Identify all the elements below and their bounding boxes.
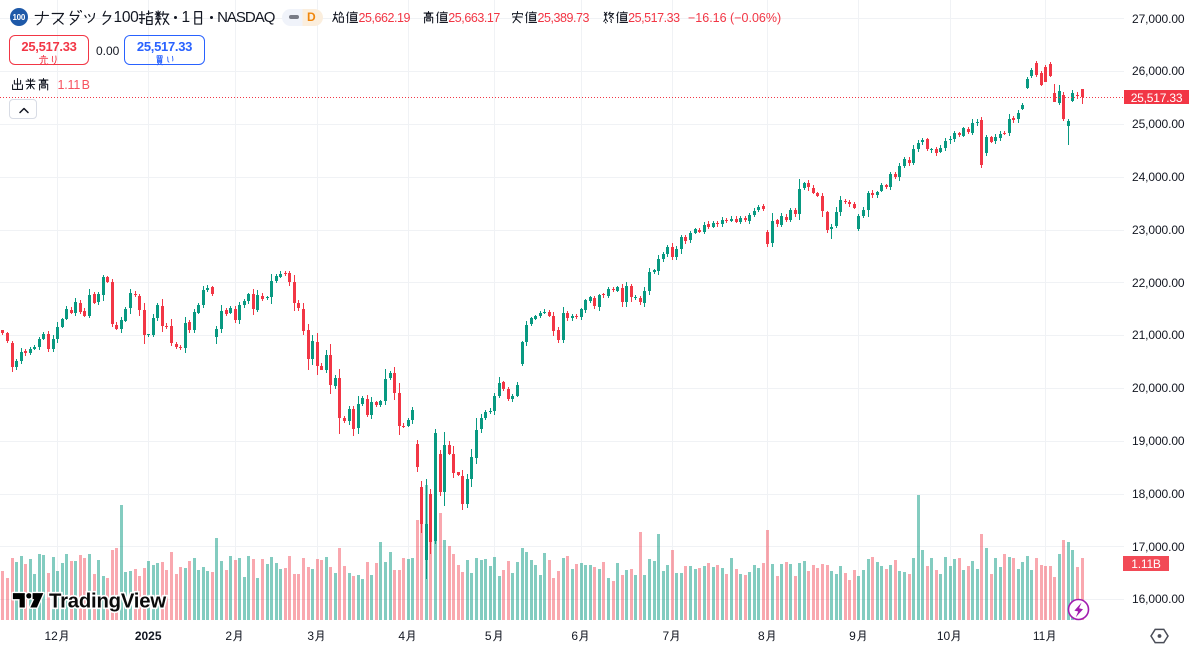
- svg-text:TradingView: TradingView: [49, 591, 166, 613]
